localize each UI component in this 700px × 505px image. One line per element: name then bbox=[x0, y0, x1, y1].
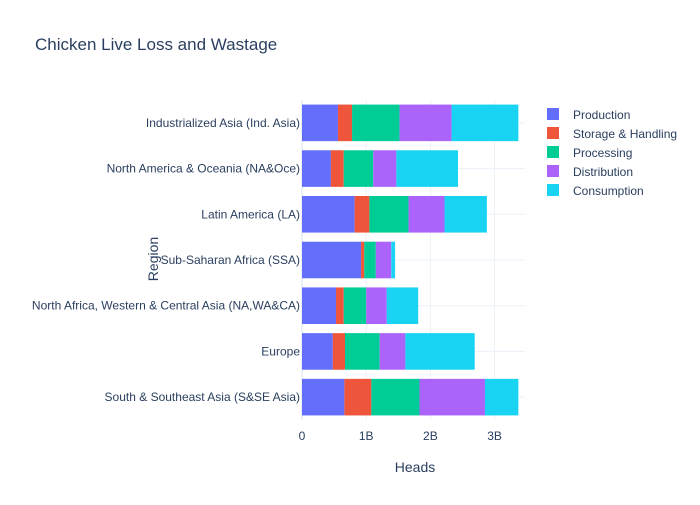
bar-segment-consumption[interactable] bbox=[444, 196, 487, 233]
x-tick-label: 0 bbox=[299, 429, 306, 443]
bar-segment-consumption[interactable] bbox=[396, 150, 459, 187]
bar-segment-storage-handling[interactable] bbox=[330, 150, 344, 187]
bar-segment-consumption[interactable] bbox=[484, 378, 519, 416]
legend-label: Production bbox=[573, 108, 630, 122]
x-tick-label: 3B bbox=[487, 429, 502, 443]
legend-label: Storage & Handling bbox=[573, 127, 677, 141]
bars bbox=[302, 104, 519, 416]
legend-label: Consumption bbox=[573, 184, 644, 198]
bar-segment-processing[interactable] bbox=[343, 287, 367, 324]
bar-segment-storage-handling[interactable] bbox=[344, 378, 372, 416]
x-tick-label: 1B bbox=[359, 429, 374, 443]
legend-label: Distribution bbox=[573, 165, 633, 179]
legend-item[interactable]: Consumption bbox=[547, 184, 644, 198]
x-tick-label: 2B bbox=[423, 429, 438, 443]
y-tick-label: North America & Oceania (NA&Oce) bbox=[107, 162, 300, 176]
legend-item[interactable]: Production bbox=[547, 108, 630, 122]
bar-segment-production[interactable] bbox=[302, 104, 338, 142]
y-tick-labels: South & Southeast Asia (S&SE Asia) Europe… bbox=[32, 116, 300, 404]
y-tick-label: Sub-Saharan Africa (SSA) bbox=[161, 253, 300, 267]
bar-segment-distribution[interactable] bbox=[419, 378, 485, 416]
legend-item[interactable]: Storage & Handling bbox=[547, 127, 677, 141]
bar-segment-storage-handling[interactable] bbox=[361, 241, 365, 279]
bar-segment-distribution[interactable] bbox=[399, 104, 452, 142]
bar-segment-storage-handling[interactable] bbox=[354, 196, 370, 233]
bar-segment-processing[interactable] bbox=[371, 378, 420, 416]
bar-segment-storage-handling[interactable] bbox=[332, 333, 346, 370]
bar-segment-production[interactable] bbox=[302, 333, 333, 370]
legend-item[interactable]: Distribution bbox=[547, 165, 633, 179]
legend: Production Storage & Handling Processing Di… bbox=[547, 108, 677, 198]
bar-segment-consumption[interactable] bbox=[391, 241, 396, 279]
y-tick-label: North Africa, Western & Central Asia (NA… bbox=[32, 299, 300, 313]
bar-segment-processing[interactable] bbox=[352, 104, 400, 142]
bar-segment-consumption[interactable] bbox=[405, 333, 475, 370]
bar-segment-production[interactable] bbox=[302, 241, 362, 279]
legend-swatch bbox=[547, 127, 559, 139]
x-tick-labels: 0 1B 2B 3B bbox=[299, 429, 502, 443]
bar-segment-processing[interactable] bbox=[369, 196, 409, 233]
bar-segment-consumption[interactable] bbox=[451, 104, 519, 142]
y-tick-label: South & Southeast Asia (S&SE Asia) bbox=[105, 390, 300, 404]
x-axis-label: Heads bbox=[395, 459, 435, 475]
legend-swatch bbox=[547, 108, 559, 120]
y-tick-label: Industrialized Asia (Ind. Asia) bbox=[146, 116, 300, 130]
bar-segment-storage-handling[interactable] bbox=[336, 287, 344, 324]
bar-segment-production[interactable] bbox=[302, 378, 345, 416]
bar-segment-processing[interactable] bbox=[364, 241, 376, 279]
y-axis-label: Region bbox=[145, 237, 161, 281]
bar-segment-consumption[interactable] bbox=[386, 287, 419, 324]
bar-segment-production[interactable] bbox=[302, 196, 355, 233]
y-tick-label: Latin America (LA) bbox=[201, 207, 300, 221]
bar-segment-distribution[interactable] bbox=[379, 333, 406, 370]
bar-segment-distribution[interactable] bbox=[408, 196, 445, 233]
legend-swatch bbox=[547, 165, 559, 177]
bar-segment-processing[interactable] bbox=[345, 333, 380, 370]
bar-segment-production[interactable] bbox=[302, 287, 337, 324]
bar-segment-processing[interactable] bbox=[343, 150, 374, 187]
legend-label: Processing bbox=[573, 146, 632, 160]
bar-segment-production[interactable] bbox=[302, 150, 331, 187]
bar-segment-distribution[interactable] bbox=[373, 150, 397, 187]
chart-title: Chicken Live Loss and Wastage bbox=[35, 35, 277, 54]
legend-swatch bbox=[547, 146, 559, 158]
bar-segment-storage-handling[interactable] bbox=[337, 104, 353, 142]
legend-swatch bbox=[547, 184, 559, 196]
bar-segment-distribution[interactable] bbox=[366, 287, 387, 324]
bar-segment-distribution[interactable] bbox=[375, 241, 392, 279]
legend-item[interactable]: Processing bbox=[547, 146, 632, 160]
y-tick-label: Europe bbox=[261, 344, 300, 358]
